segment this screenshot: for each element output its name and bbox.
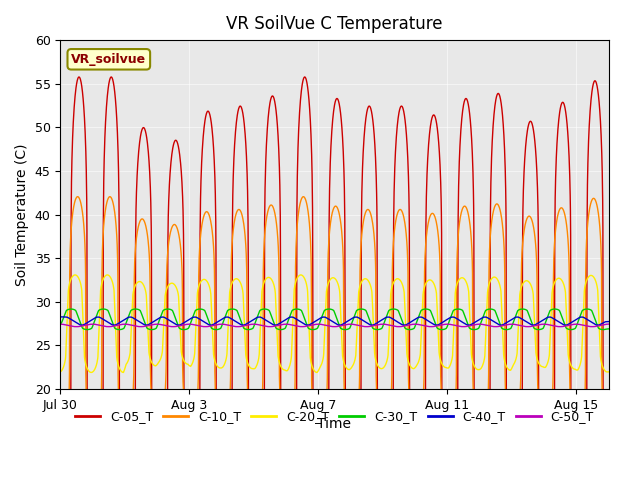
Title: VR SoilVue C Temperature: VR SoilVue C Temperature [226,15,443,33]
C-05_T [301,74,308,80]
C-50_T [168,324,175,329]
C-20_T [168,280,176,286]
C-10_T [168,226,175,232]
C-20_T [87,370,95,375]
C-05_T [489,130,497,136]
C-50_T [175,323,182,329]
Legend: C-05_T, C-10_T, C-20_T, C-30_T, C-40_T, C-50_T: C-05_T, C-10_T, C-20_T, C-30_T, C-40_T, … [70,405,599,428]
C-20_T [71,272,79,278]
C-05_T [175,144,182,150]
C-50_T [605,321,612,327]
Line: C-10_T: C-10_T [60,197,609,451]
C-30_T [175,325,183,331]
C-40_T [488,318,496,324]
Line: C-20_T: C-20_T [60,275,609,372]
Line: C-40_T: C-40_T [60,317,609,325]
C-40_T [168,319,175,324]
C-10_T [175,230,182,236]
C-30_T [221,313,229,319]
Text: VR_soilvue: VR_soilvue [71,53,147,66]
C-20_T [489,275,497,280]
C-30_T [168,307,176,313]
C-40_T [605,319,612,324]
C-50_T [72,324,80,330]
C-40_T [56,314,64,320]
C-20_T [221,359,229,365]
Line: C-05_T: C-05_T [60,77,609,480]
C-40_T [100,317,108,323]
C-30_T [56,321,64,327]
C-40_T [175,322,182,328]
C-30_T [358,306,366,312]
Line: C-50_T: C-50_T [60,324,609,327]
Y-axis label: Soil Temperature (C): Soil Temperature (C) [15,144,29,286]
C-30_T [83,327,91,333]
C-40_T [358,317,365,323]
C-10_T [489,212,497,217]
C-30_T [67,306,75,312]
C-10_T [284,448,291,454]
C-50_T [488,324,496,329]
C-40_T [221,314,229,320]
C-10_T [99,228,107,234]
C-20_T [100,275,108,281]
C-10_T [221,432,228,438]
C-05_T [99,223,107,229]
C-10_T [358,228,366,234]
Line: C-30_T: C-30_T [60,309,609,330]
C-30_T [100,306,108,312]
C-10_T [56,447,64,453]
C-30_T [489,307,497,312]
C-05_T [168,155,175,161]
C-10_T [300,194,307,200]
C-40_T [78,322,86,328]
C-20_T [358,278,366,284]
C-30_T [605,326,612,332]
C-05_T [358,180,366,186]
C-20_T [175,302,183,308]
C-20_T [56,369,64,374]
C-50_T [358,323,365,329]
C-50_T [221,322,229,327]
C-50_T [56,321,64,327]
C-20_T [605,369,612,375]
C-50_T [100,323,108,329]
C-10_T [605,445,612,451]
X-axis label: Time: Time [317,418,351,432]
